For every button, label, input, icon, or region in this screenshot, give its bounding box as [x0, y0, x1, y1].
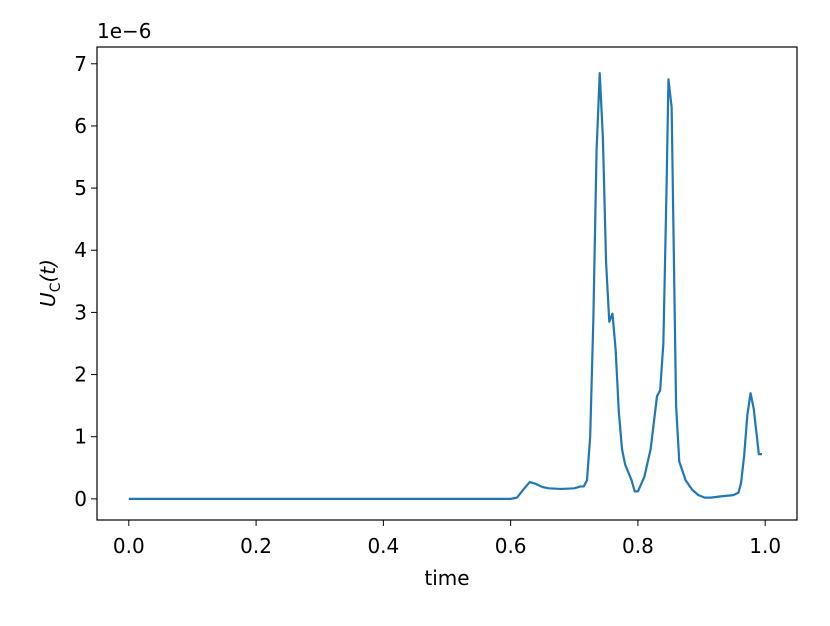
- x-tick-label: 0.4: [367, 534, 399, 558]
- y-label-sub: C: [48, 282, 64, 292]
- x-tick-label: 0.2: [240, 534, 272, 558]
- y-tick-label: 5: [74, 176, 87, 200]
- offset-label: 1e−6: [97, 19, 152, 43]
- y-tick-label: 6: [74, 114, 87, 138]
- y-label-rest: (t): [36, 259, 60, 282]
- data-line: [128, 72, 762, 500]
- y-label-main: U: [36, 292, 60, 307]
- x-tick-label: 0.6: [495, 534, 527, 558]
- x-tick-label: 1.0: [749, 534, 781, 558]
- y-tick-label: 3: [74, 300, 87, 324]
- y-axis-label: UC(t): [36, 259, 64, 307]
- y-tick-label: 1: [74, 425, 87, 449]
- y-tick-label: 4: [74, 238, 87, 262]
- x-axis-label: time: [424, 566, 469, 590]
- y-tick-label: 2: [74, 363, 87, 387]
- x-tick-label: 0.0: [113, 534, 145, 558]
- x-tick-label: 0.8: [622, 534, 654, 558]
- y-tick-label: 7: [74, 52, 87, 76]
- plot-frame: [96, 46, 798, 521]
- y-tick-label: 0: [74, 487, 87, 511]
